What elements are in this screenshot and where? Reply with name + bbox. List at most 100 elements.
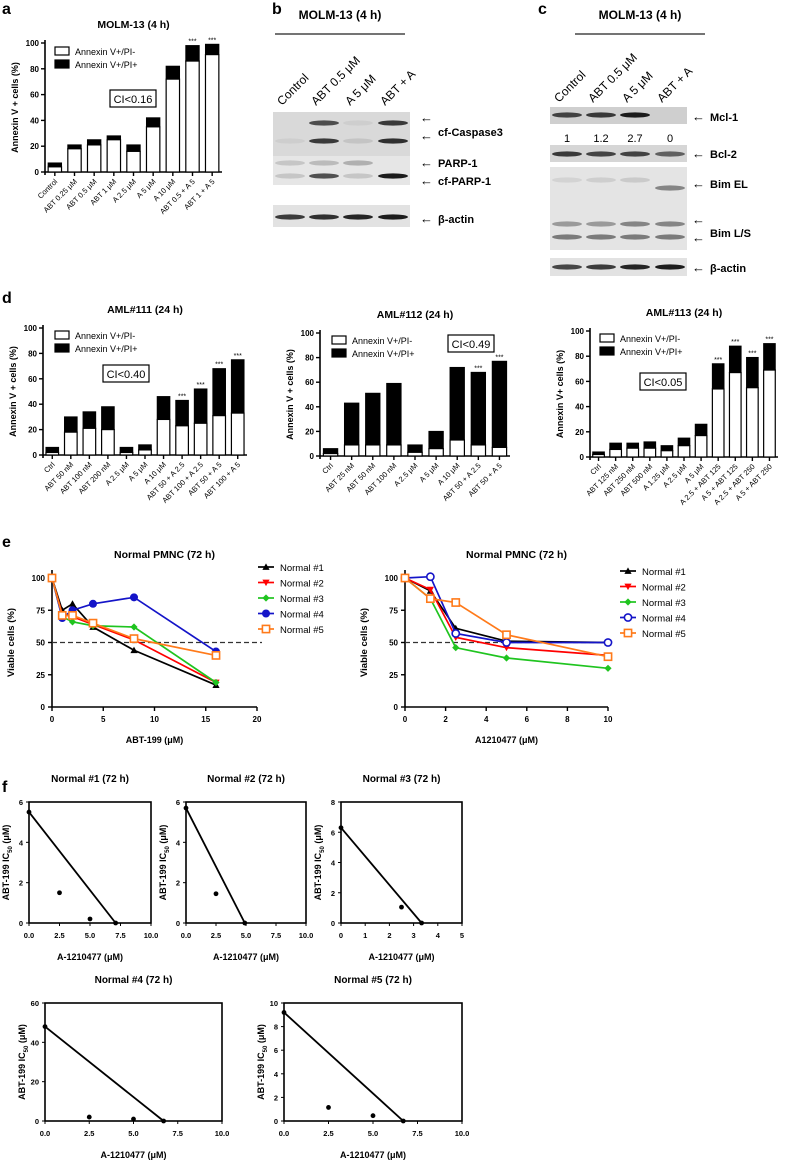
protein-band <box>275 214 305 220</box>
y-tick-label: 20 <box>31 1078 39 1087</box>
band-label: β-actin <box>710 263 746 275</box>
bar-segment-pi-negative <box>470 444 487 457</box>
y-tick-label: 60 <box>31 999 39 1008</box>
y-tick-label: 40 <box>30 116 39 125</box>
data-point <box>130 646 138 654</box>
x-tick-label: 10 <box>604 715 613 724</box>
chart-title: Normal #1 (72 h) <box>51 774 129 785</box>
y-axis-label-unit: (μM) <box>313 825 323 847</box>
bar-segment-pi-negative <box>86 144 102 173</box>
legend-label: Normal #5 <box>642 629 686 640</box>
data-point <box>425 572 435 582</box>
y-axis-label: Annexin V+ cells (%) <box>555 350 565 438</box>
x-tick-label: 2.5 <box>323 1129 333 1138</box>
series-line <box>51 577 217 657</box>
protein-band <box>552 151 582 157</box>
bar-segment-pi-negative <box>47 166 63 173</box>
bar-segment-pi-positive <box>185 45 200 62</box>
y-tick-label: 6 <box>19 798 23 807</box>
legend-label: Annexin V+/PI- <box>75 331 135 341</box>
panel-letter-a: a <box>2 1 11 18</box>
y-tick-label: 0 <box>35 168 40 177</box>
mcl1-quantification: 0 <box>667 133 673 145</box>
x-tick-label: 6 <box>525 715 530 724</box>
bar-segment-pi-negative <box>322 452 339 457</box>
x-tick-label: 0.0 <box>279 1129 289 1138</box>
data-point <box>261 624 271 634</box>
data-point <box>281 1010 287 1015</box>
bar-segment-pi-negative <box>428 448 444 457</box>
legend-swatch <box>331 348 347 358</box>
bar-segment-pi-negative <box>407 451 423 457</box>
x-tick-label: 8 <box>565 715 570 724</box>
data-point <box>87 916 93 922</box>
y-tick-label: 75 <box>389 606 398 615</box>
protein-band <box>275 173 305 179</box>
data-point <box>262 609 270 618</box>
data-point <box>502 630 511 640</box>
x-tick-label: 10.0 <box>455 1129 470 1138</box>
data-point <box>326 1105 331 1110</box>
protein-band <box>586 177 616 183</box>
y-axis-label: ABT-199 IC50 (μM) <box>1 825 14 901</box>
protein-band <box>309 120 339 126</box>
x-tick-label: 10.0 <box>299 931 314 940</box>
x-axis-label: A-1210477 (μM) <box>213 952 279 962</box>
protein-band <box>655 185 685 191</box>
y-tick-label: 2 <box>176 879 180 888</box>
arrow-icon: ← <box>692 146 705 161</box>
x-tick-label: 0.0 <box>24 931 34 940</box>
x-tick-label: 4 <box>484 715 489 724</box>
y-axis-label-main: ABT-199 IC <box>256 1052 266 1100</box>
bar-segment-pi-positive <box>428 430 444 450</box>
y-tick-label: 0 <box>33 451 38 460</box>
mcl1-quantification: 2.7 <box>627 133 642 145</box>
x-tick-label: 4 <box>436 931 441 940</box>
significance-marker: *** <box>215 362 223 369</box>
ci-box <box>102 364 150 383</box>
data-point <box>604 664 612 672</box>
x-tick-label: 10 <box>150 715 159 724</box>
y-tick-label: 20 <box>305 427 314 436</box>
band-label: cf-Caspase3 <box>438 127 503 139</box>
band-label: PARP-1 <box>438 158 478 170</box>
protein-band <box>343 120 373 126</box>
legend-swatch <box>599 333 615 343</box>
data-point <box>451 629 461 638</box>
bar-segment-pi-negative <box>491 446 508 457</box>
chart-title: AML#112 (24 h) <box>377 309 453 321</box>
mcl1-quantification: 1.2 <box>593 133 608 145</box>
y-tick-label: 0 <box>274 1117 278 1126</box>
x-tick-label: 5.0 <box>85 931 95 940</box>
chart-title: AML#113 (24 h) <box>646 307 722 319</box>
protein-band <box>586 221 616 227</box>
y-tick-label: 80 <box>30 65 39 74</box>
significance-marker: *** <box>731 339 739 346</box>
bar-segment-pi-negative <box>677 445 691 458</box>
y-axis-label-subscript: 50 <box>8 845 14 852</box>
blot-cf-caspase3 <box>273 112 410 158</box>
isobole-line <box>185 807 246 924</box>
y-tick-label: 4 <box>331 859 336 868</box>
data-point <box>419 920 424 926</box>
mcl1-quantification: 1 <box>564 133 570 145</box>
blot-membrane <box>550 258 687 276</box>
bar-segment-pi-negative <box>728 371 742 458</box>
y-tick-label: 6 <box>331 828 335 837</box>
legend-swatch <box>54 330 70 340</box>
protein-band <box>552 177 582 183</box>
data-point <box>502 654 511 662</box>
isobologram-f5: 0 2 4 6 8 10 0.0 2.5 5.0 7.5 10.0 Normal #5 (72 h) A… <box>256 975 469 1160</box>
data-point <box>113 920 119 926</box>
protein-band <box>586 264 616 270</box>
isobole-line <box>28 811 117 924</box>
protein-band <box>378 138 408 144</box>
protein-band <box>620 177 650 183</box>
x-tick-label: 0.0 <box>40 1129 50 1138</box>
bar-segment-pi-negative <box>745 387 759 458</box>
plot-frame <box>283 1002 463 1122</box>
y-axis-label-subscript: 50 <box>24 1045 30 1052</box>
protein-band <box>343 160 373 166</box>
bar-segment-pi-negative <box>204 54 220 173</box>
legend-label: Annexin V+/PI+ <box>75 60 138 70</box>
